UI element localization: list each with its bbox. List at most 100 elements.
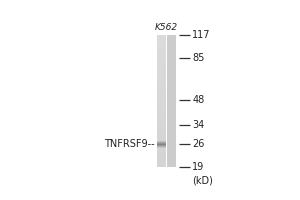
- Bar: [158, 126, 166, 127]
- Bar: [158, 133, 166, 134]
- Bar: [158, 135, 166, 136]
- Bar: [158, 159, 166, 161]
- Bar: [167, 56, 176, 57]
- Bar: [167, 55, 176, 56]
- Bar: [167, 101, 176, 102]
- Bar: [158, 110, 166, 111]
- Bar: [158, 155, 166, 156]
- Bar: [167, 150, 176, 151]
- Bar: [158, 72, 166, 73]
- Bar: [158, 86, 166, 87]
- Bar: [167, 121, 176, 122]
- Bar: [167, 87, 176, 88]
- Bar: [158, 148, 166, 150]
- Bar: [167, 165, 176, 166]
- Bar: [167, 69, 176, 70]
- Bar: [167, 46, 176, 47]
- Bar: [167, 94, 176, 95]
- Bar: [158, 99, 166, 100]
- Bar: [158, 73, 166, 75]
- Bar: [158, 124, 166, 125]
- Bar: [158, 88, 166, 89]
- Bar: [158, 120, 166, 121]
- Bar: [158, 140, 166, 141]
- Bar: [158, 41, 166, 43]
- Bar: [158, 121, 166, 122]
- Bar: [158, 109, 166, 110]
- Bar: [158, 154, 166, 155]
- Bar: [167, 131, 176, 132]
- Bar: [158, 102, 166, 103]
- Bar: [167, 102, 176, 103]
- Bar: [158, 59, 166, 60]
- Bar: [158, 62, 166, 63]
- Bar: [167, 139, 176, 140]
- Bar: [167, 61, 176, 62]
- Bar: [158, 161, 166, 162]
- Bar: [158, 93, 166, 94]
- Bar: [158, 101, 166, 102]
- Bar: [158, 49, 166, 50]
- Bar: [167, 91, 176, 92]
- Bar: [167, 54, 176, 55]
- Text: TNFRSF9--: TNFRSF9--: [104, 139, 155, 149]
- Bar: [158, 123, 166, 124]
- Bar: [167, 89, 176, 90]
- Bar: [167, 163, 176, 164]
- Bar: [158, 51, 166, 52]
- Bar: [167, 62, 176, 63]
- Bar: [167, 60, 176, 61]
- Bar: [167, 119, 176, 120]
- Bar: [167, 141, 176, 142]
- Bar: [167, 152, 176, 153]
- Bar: [167, 134, 176, 135]
- Bar: [167, 39, 176, 40]
- Bar: [158, 89, 166, 90]
- Bar: [167, 65, 176, 66]
- Bar: [158, 52, 166, 54]
- Bar: [158, 90, 166, 91]
- Bar: [158, 98, 166, 99]
- Bar: [158, 156, 166, 157]
- Bar: [167, 71, 176, 72]
- Bar: [167, 70, 176, 71]
- Bar: [167, 135, 176, 136]
- Bar: [158, 111, 166, 112]
- Bar: [158, 76, 166, 77]
- Bar: [158, 112, 166, 113]
- Bar: [167, 151, 176, 152]
- Bar: [167, 75, 176, 76]
- Bar: [158, 44, 166, 45]
- Bar: [158, 145, 166, 146]
- Bar: [167, 140, 176, 141]
- Bar: [167, 144, 176, 145]
- Bar: [158, 122, 166, 123]
- Bar: [167, 43, 176, 44]
- Bar: [158, 48, 166, 49]
- Bar: [167, 104, 176, 105]
- Bar: [158, 132, 166, 133]
- Bar: [167, 156, 176, 157]
- Text: 26: 26: [192, 139, 205, 149]
- Bar: [158, 141, 166, 142]
- Bar: [158, 134, 166, 135]
- Bar: [167, 164, 176, 165]
- Bar: [167, 136, 176, 137]
- Bar: [158, 163, 166, 164]
- Bar: [167, 76, 176, 77]
- Bar: [167, 88, 176, 89]
- Bar: [167, 158, 176, 159]
- Bar: [167, 118, 176, 119]
- Bar: [167, 162, 176, 163]
- Bar: [167, 154, 176, 155]
- Bar: [167, 44, 176, 45]
- Bar: [158, 79, 166, 80]
- Bar: [167, 112, 176, 113]
- Bar: [167, 100, 176, 101]
- Bar: [158, 127, 166, 129]
- Bar: [167, 37, 176, 38]
- Bar: [167, 111, 176, 112]
- Bar: [167, 161, 176, 162]
- Bar: [167, 157, 176, 158]
- Bar: [167, 63, 176, 65]
